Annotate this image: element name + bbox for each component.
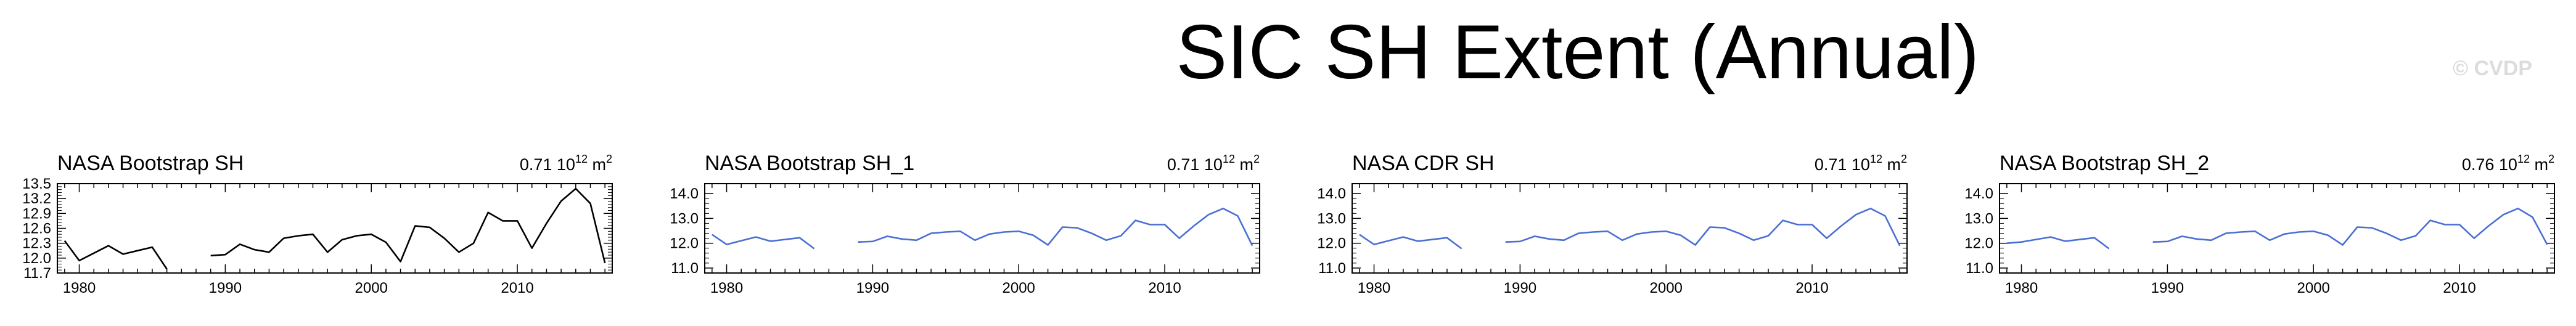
y-tick-label: 13.5 [22, 176, 51, 192]
series-line-segment-1 [1359, 234, 1462, 250]
plot-frame [57, 183, 613, 274]
y-tick-label: 12.0 [1317, 235, 1346, 252]
x-tick-label: 1990 [1504, 280, 1536, 296]
plot-frame [1352, 183, 1908, 274]
chart-stat-unit_pow: 2 [606, 153, 612, 165]
chart-stat-unit_exp: 12 [575, 153, 588, 165]
chart-stat-unit_exp: 12 [2517, 153, 2530, 165]
x-tick-label: 2000 [1003, 280, 1035, 296]
chart-stat-unit: m [1235, 155, 1253, 174]
plot-frame [704, 183, 1260, 274]
chart-stat-unit_exp: 12 [1223, 153, 1235, 165]
y-tick-label: 11.0 [1966, 260, 1993, 277]
series-line-segment-2 [2152, 207, 2548, 246]
chart-panel-2: NASA Bootstrap SH_1 0.71 1012 m2 1980 1990 2… [670, 152, 1260, 296]
y-tick-label: 13.2 [22, 190, 51, 207]
x-tick-label: 1990 [2151, 280, 2184, 296]
x-tick-label: 2010 [1795, 280, 1828, 296]
series-line-segment-2 [1505, 207, 1901, 247]
chart-stat: 0.71 1012 m2 [520, 153, 612, 174]
y-tick-label: 12.0 [22, 250, 51, 267]
chart-panel-3: NASA CDR SH 0.71 1012 m2 1980 1990 2000 2010 1… [1317, 152, 1908, 296]
y-tick-label: 12.9 [22, 205, 51, 222]
plot-frame [1999, 183, 2555, 274]
x-tick-label: 1980 [2005, 280, 2038, 296]
chart-stat-value: 0.71 10 [1167, 155, 1223, 174]
chart-stat-value: 0.71 10 [1815, 155, 1870, 174]
y-tick-label: 13.0 [670, 210, 699, 227]
chart-stat-unit_pow: 2 [1901, 153, 1907, 165]
x-tick-label: 1980 [710, 280, 743, 296]
chart-title: NASA Bootstrap SH [57, 152, 244, 175]
y-tick-label: 13.0 [1964, 210, 1993, 227]
x-tick-label: 1990 [209, 280, 242, 296]
y-tick-label: 12.6 [22, 221, 51, 237]
y-tick-label: 11.7 [23, 265, 51, 282]
x-tick-label: 2010 [501, 280, 533, 296]
chart-stat: 0.71 1012 m2 [1815, 153, 1907, 174]
x-tick-label: 2000 [2297, 280, 2330, 296]
y-tick-label: 14.0 [1964, 185, 1993, 202]
chart-stat-unit_exp: 12 [1870, 153, 1882, 165]
y-tick-label: 14.0 [670, 185, 699, 202]
x-tick-label: 1980 [1358, 280, 1390, 296]
chart-stat-value: 0.71 10 [520, 155, 575, 174]
series-line-segment-1 [712, 234, 815, 250]
y-tick-label: 11.0 [671, 260, 699, 277]
page-title: SIC SH Extent (Annual) [1176, 10, 1979, 95]
y-tick-label: 11.0 [1318, 260, 1346, 277]
x-tick-label: 2000 [1650, 280, 1683, 296]
chart-panel-1: NASA Bootstrap SH 0.71 1012 m2 1980 1990 200… [22, 152, 613, 296]
chart-stat-unit: m [2530, 155, 2548, 174]
x-tick-label: 2010 [1148, 280, 1181, 296]
chart-stat-value: 0.76 10 [2462, 155, 2517, 174]
series-line-segment-2 [210, 187, 606, 264]
x-tick-label: 1980 [63, 280, 96, 296]
x-tick-label: 2010 [2443, 280, 2476, 296]
y-tick-label: 14.0 [1317, 185, 1346, 202]
y-tick-label: 13.0 [1317, 210, 1346, 227]
y-tick-label: 12.0 [670, 235, 699, 252]
chart-stat-unit: m [1882, 155, 1901, 174]
chart-stat-unit_pow: 2 [2548, 153, 2554, 165]
chart-stat-unit_pow: 2 [1253, 153, 1260, 165]
chart-stat: 0.76 1012 m2 [2462, 153, 2554, 174]
series-line-segment-1 [64, 240, 168, 270]
y-tick-label: 12.3 [22, 235, 51, 252]
chart-stat-unit: m [588, 155, 606, 174]
chart-title: NASA Bootstrap SH_2 [2000, 152, 2209, 175]
y-tick-label: 12.0 [1964, 235, 1993, 252]
chart-stat: 0.71 1012 m2 [1167, 153, 1260, 174]
x-tick-label: 1990 [856, 280, 889, 296]
series-line-segment-2 [858, 207, 1253, 247]
x-tick-label: 2000 [355, 280, 388, 296]
chart-title: NASA CDR SH [1352, 152, 1495, 175]
series-line-segment-1 [2006, 236, 2110, 250]
chart-panel-4: NASA Bootstrap SH_2 0.76 1012 m2 1980 1990 2… [1964, 152, 2555, 296]
chart-title: NASA Bootstrap SH_1 [705, 152, 914, 175]
watermark: © CVDP [2453, 57, 2532, 80]
